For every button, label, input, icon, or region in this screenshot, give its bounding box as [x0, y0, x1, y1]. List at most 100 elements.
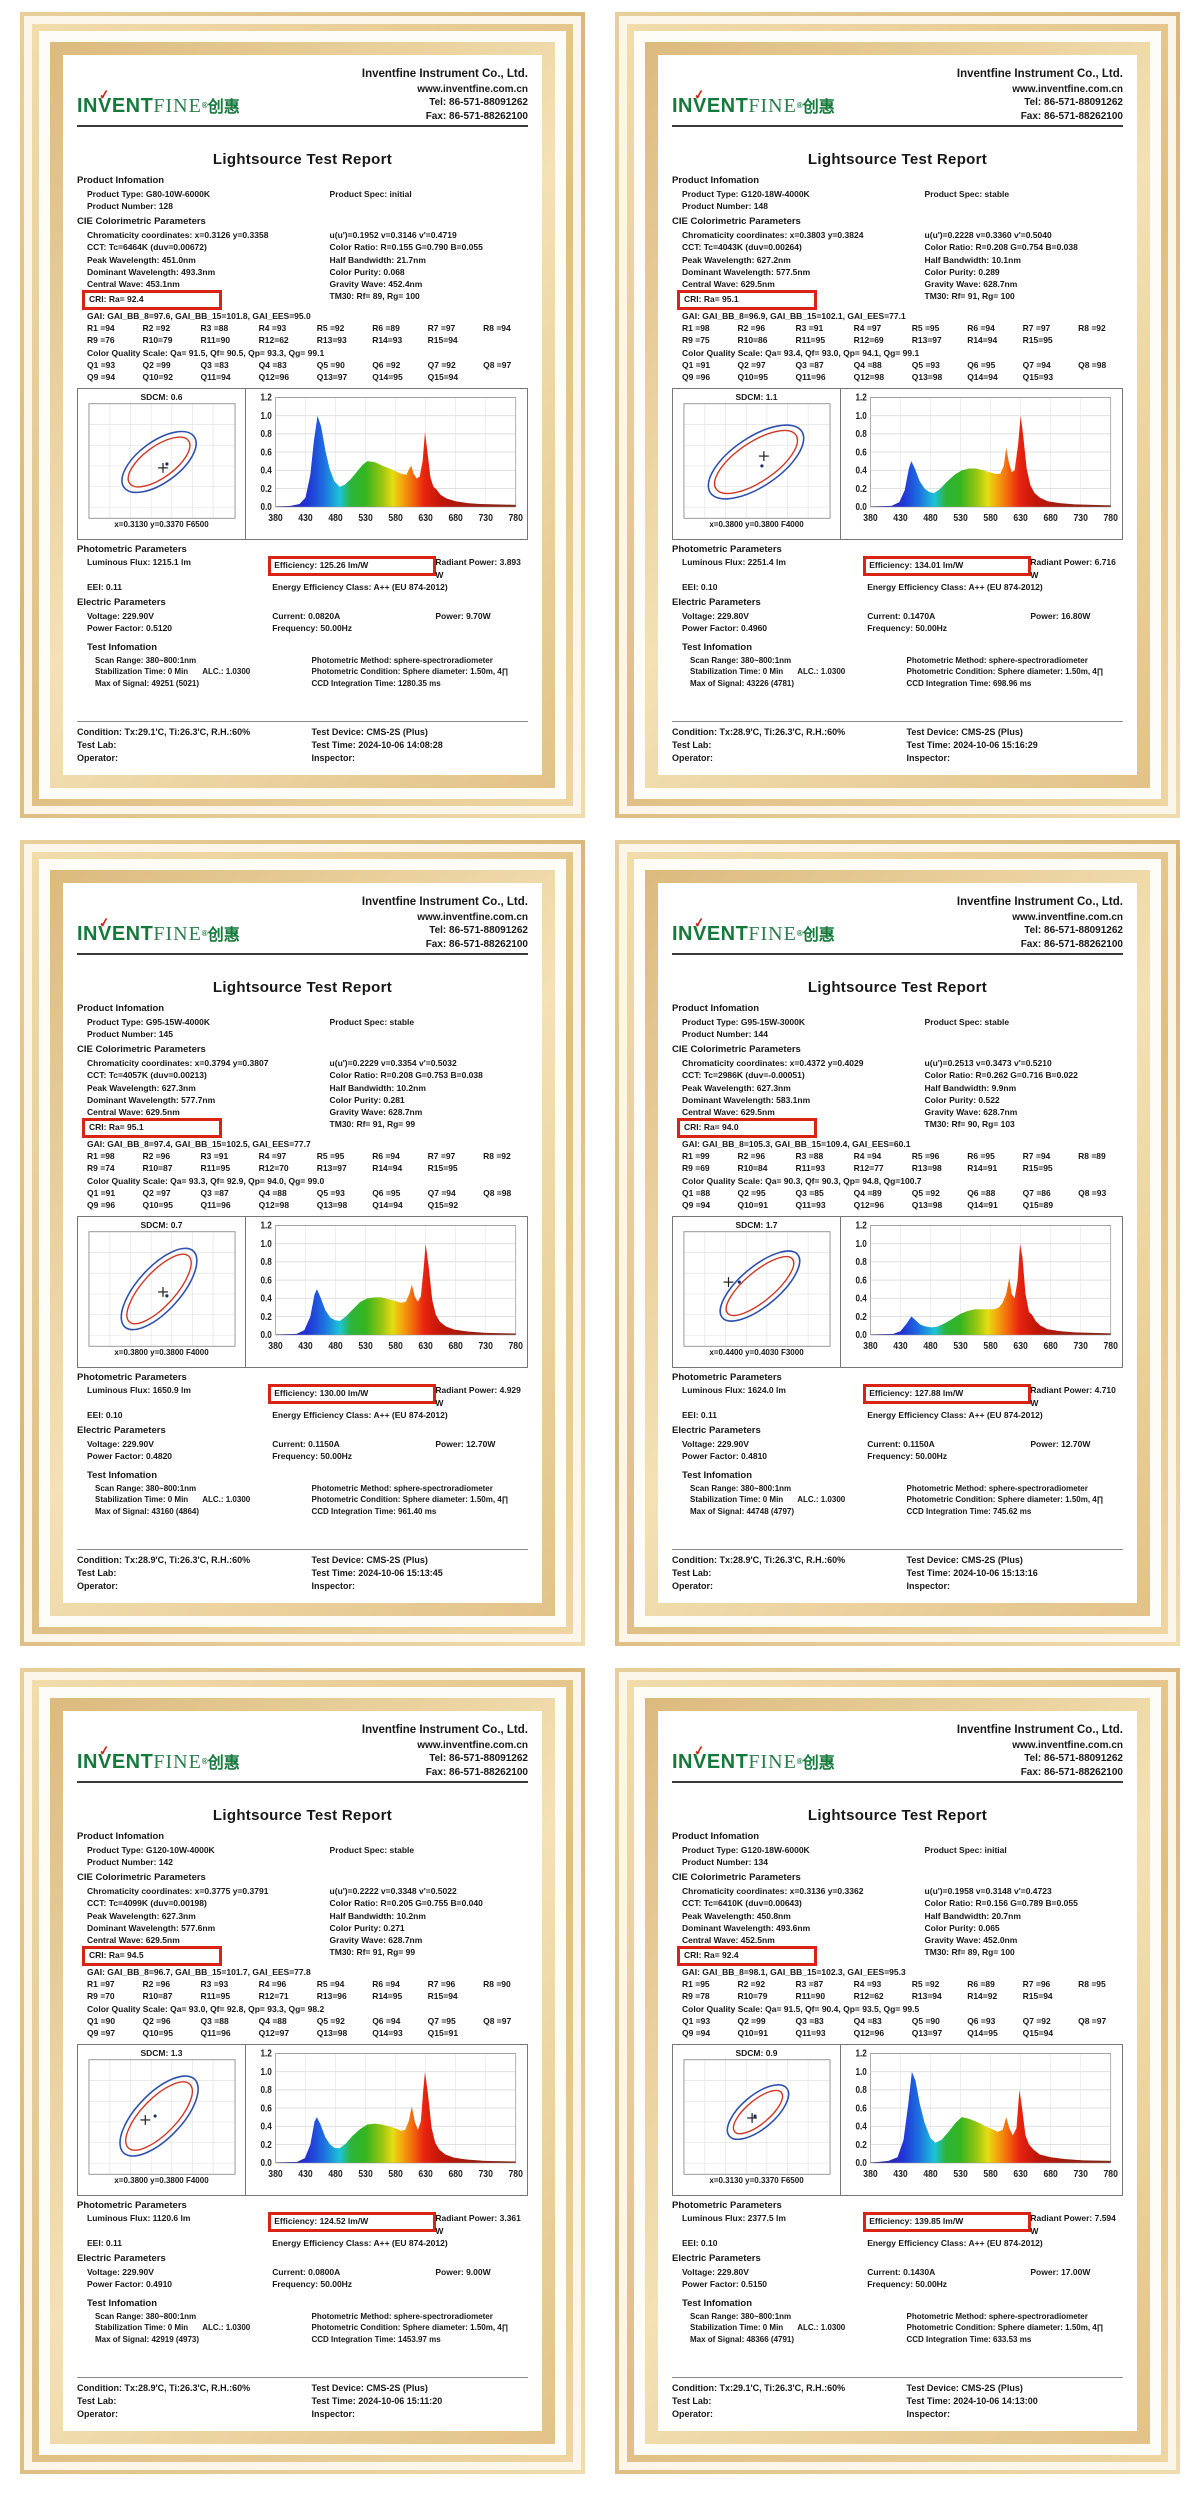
svg-text:480: 480 — [923, 2168, 937, 2180]
power-value: Power: 9.70W — [435, 611, 491, 622]
voltage-value: Voltage: 229.80V — [682, 2267, 749, 2278]
company-website: www.inventfine.com.cn — [417, 83, 528, 95]
logo-text: ENT — [111, 1751, 154, 1774]
report-header: INVENTFINE®创惠 Inventfine Instrument Co.,… — [672, 895, 1123, 951]
svg-text:730: 730 — [478, 512, 492, 524]
cct-value: CCT: Tc=6410K (duv=0.00643) — [682, 1898, 802, 1909]
current-value: Current: 0.0820A — [272, 611, 341, 622]
frame-band-white: INVENTFINE®创惠 Inventfine Instrument Co.,… — [634, 1687, 1161, 2455]
header-divider — [77, 125, 528, 128]
operator-label: Operator: — [672, 752, 714, 763]
stabilization-time: Stabilization Time: 0 Min — [95, 2323, 189, 2333]
efficiency-highlight-box: Efficiency: 127.88 lm/W — [863, 1384, 1032, 1404]
current-value: Current: 0.1430A — [867, 2267, 936, 2278]
logo-checkmark-icon: V — [693, 923, 707, 945]
color-quality-scale: Color Quality Scale: Qa= 91.5, Qf= 90.4,… — [682, 2003, 920, 2014]
test-lab-label: Test Lab: — [672, 2395, 712, 2406]
footer-divider — [672, 720, 1123, 722]
chromaticity-chart — [87, 403, 236, 519]
current-value: Current: 0.1150A — [867, 1439, 935, 1450]
footer-divider — [77, 2376, 528, 2378]
company-name: Inventfine Instrument Co., Ltd. — [956, 68, 1123, 80]
report-header: INVENTFINE®创惠 Inventfine Instrument Co.,… — [672, 1723, 1123, 1779]
svg-text:380: 380 — [268, 2168, 282, 2180]
section-test-information: Test Infomation — [682, 1469, 753, 1481]
cqs-q-values-row1: Q1 =88 Q2 =95 Q3 =85 Q4 =89 Q5 =92 Q6 =88 Q7 =… — [682, 1188, 1107, 1199]
scan-range: Scan Range: 380~800:1nm — [95, 1483, 197, 1493]
svg-text:430: 430 — [298, 512, 312, 524]
company-tel: Tel: 86-571-88091262 — [429, 97, 528, 109]
svg-text:430: 430 — [298, 1340, 312, 1352]
picture-frame: INVENTFINE®创惠 Inventfine Instrument Co.,… — [615, 12, 1180, 818]
uv-coordinates: u(u')=0.1952 v=0.3146 v'=0.4719 — [329, 229, 457, 240]
logo-text-fine: FINE — [748, 923, 797, 946]
chromaticity-chart — [682, 1231, 831, 1347]
svg-text:580: 580 — [983, 2168, 997, 2180]
chromaticity-panel: SDCM: 1.7 x=0.4400 y=0.4030 F3000 — [673, 1216, 841, 1367]
company-fax: Fax: 86-571-88262100 — [1020, 938, 1123, 950]
frame-band-gold: INVENTFINE®创惠 Inventfine Instrument Co.,… — [32, 1680, 573, 2462]
company-website: www.inventfine.com.cn — [1012, 83, 1123, 95]
photometric-method: Photometric Method: sphere-spectroradiom… — [311, 2311, 493, 2321]
product-type: Product Type: G120-10W-4000K — [87, 1844, 215, 1855]
chromaticity-panel: SDCM: 0.6 x=0.3130 y=0.3370 F6500 — [78, 388, 246, 539]
product-type: Product Type: G120-18W-6000K — [682, 1844, 810, 1855]
frame-band-gold: INVENTFINE®创惠 Inventfine Instrument Co.,… — [32, 24, 573, 806]
frame-band-gold-inner: INVENTFINE®创惠 Inventfine Instrument Co.,… — [50, 42, 555, 788]
power-value: Power: 12.70W — [435, 1439, 496, 1450]
radiant-power: Radiant Power: 7.594 W — [1030, 2213, 1116, 2236]
logo-text: ENT — [706, 923, 749, 946]
cri-r-values-row1: R1 =94 R2 =92 R3 =88 R4 =93 R5 =92 R6 =89 R7 =… — [87, 323, 511, 334]
logo-chinese-text: 创惠 — [802, 927, 835, 945]
product-number: Product Number: 144 — [682, 1028, 768, 1039]
svg-text:0.4: 0.4 — [260, 1293, 271, 1304]
svg-text:680: 680 — [448, 512, 462, 524]
blank-area — [77, 1517, 528, 1549]
eei-value: EEI: 0.11 — [87, 582, 122, 593]
company-website: www.inventfine.com.cn — [1012, 911, 1123, 923]
report-page: INVENTFINE®创惠 Inventfine Instrument Co.,… — [63, 55, 542, 775]
svg-text:0.6: 0.6 — [855, 1274, 866, 1285]
logo-text: IN — [77, 1751, 98, 1774]
color-ratio: Color Ratio: R=0.262 G=0.716 B=0.022 — [924, 1070, 1078, 1081]
section-product-information: Product Infomation — [672, 1002, 760, 1014]
cct-value: CCT: Tc=4043K (duv=0.00264) — [682, 242, 802, 253]
tm30-values: TM30: Rf= 89, Rg= 100 — [329, 291, 420, 302]
cqs-q-values-row2: Q9 =96 Q10=95 Q11=96 Q12=98 Q13=98 Q14=94 Q15=… — [682, 372, 1054, 383]
color-purity: Color Purity: 0.281 — [329, 1094, 405, 1105]
svg-text:480: 480 — [923, 1340, 937, 1352]
logo-text-fine: FINE — [153, 95, 202, 118]
product-type: Product Type: G120-18W-4000K — [682, 188, 810, 199]
section-photometric: Photometric Parameters — [672, 543, 782, 555]
power-factor: Power Factor: 0.4810 — [682, 1451, 768, 1462]
alc-value: ALC.: 1.0300 — [797, 667, 846, 677]
chromaticity-coords-label: x=0.4400 y=0.4030 F3000 — [709, 1347, 804, 1357]
charts-row: SDCM: 1.3 x=0.3800 y=0.3800 F4000 1.2 1.0… — [77, 2043, 528, 2196]
gai-values: GAI: GAI_BB_8=98.1, GAI_BB_15=102.3, GAI… — [682, 1966, 906, 1977]
svg-text:0.8: 0.8 — [260, 2084, 271, 2095]
contact-block: Inventfine Instrument Co., Ltd. www.inve… — [362, 1723, 528, 1779]
chromaticity-chart — [87, 2059, 236, 2175]
cri-highlight-box: CRI: Ra= 94.0 — [677, 1118, 817, 1138]
company-name: Inventfine Instrument Co., Ltd. — [361, 1724, 528, 1736]
radiant-power: Radiant Power: 4.710 W — [1030, 1385, 1116, 1408]
alc-value: ALC.: 1.0300 — [797, 2323, 846, 2333]
power-value: Power: 9.00W — [435, 2267, 491, 2278]
header-divider — [672, 1781, 1123, 1784]
logo-chinese-text: 创惠 — [207, 1755, 240, 1773]
logo-text: IN — [77, 95, 98, 118]
blank-area — [672, 1517, 1123, 1549]
report-title: Lightsource Test Report — [807, 1807, 988, 1825]
test-time: Test Time: 2024-10-06 15:16:29 — [906, 739, 1038, 750]
frame-band-white: INVENTFINE®创惠 Inventfine Instrument Co.,… — [39, 31, 566, 799]
chromaticity-panel: SDCM: 1.3 x=0.3800 y=0.3800 F4000 — [78, 2044, 246, 2195]
company-name: Inventfine Instrument Co., Ltd. — [956, 896, 1123, 908]
cri-r-values-row2: R9 =76 R10=79 R11=90 R12=62 R13=93 R14=93 R15=… — [87, 335, 458, 346]
svg-text:480: 480 — [328, 1340, 342, 1352]
svg-text:730: 730 — [478, 2168, 492, 2180]
inventfine-logo: INVENTFINE®创惠 — [77, 92, 240, 123]
logo-text-fine: FINE — [153, 923, 202, 946]
svg-text:580: 580 — [388, 1340, 402, 1352]
